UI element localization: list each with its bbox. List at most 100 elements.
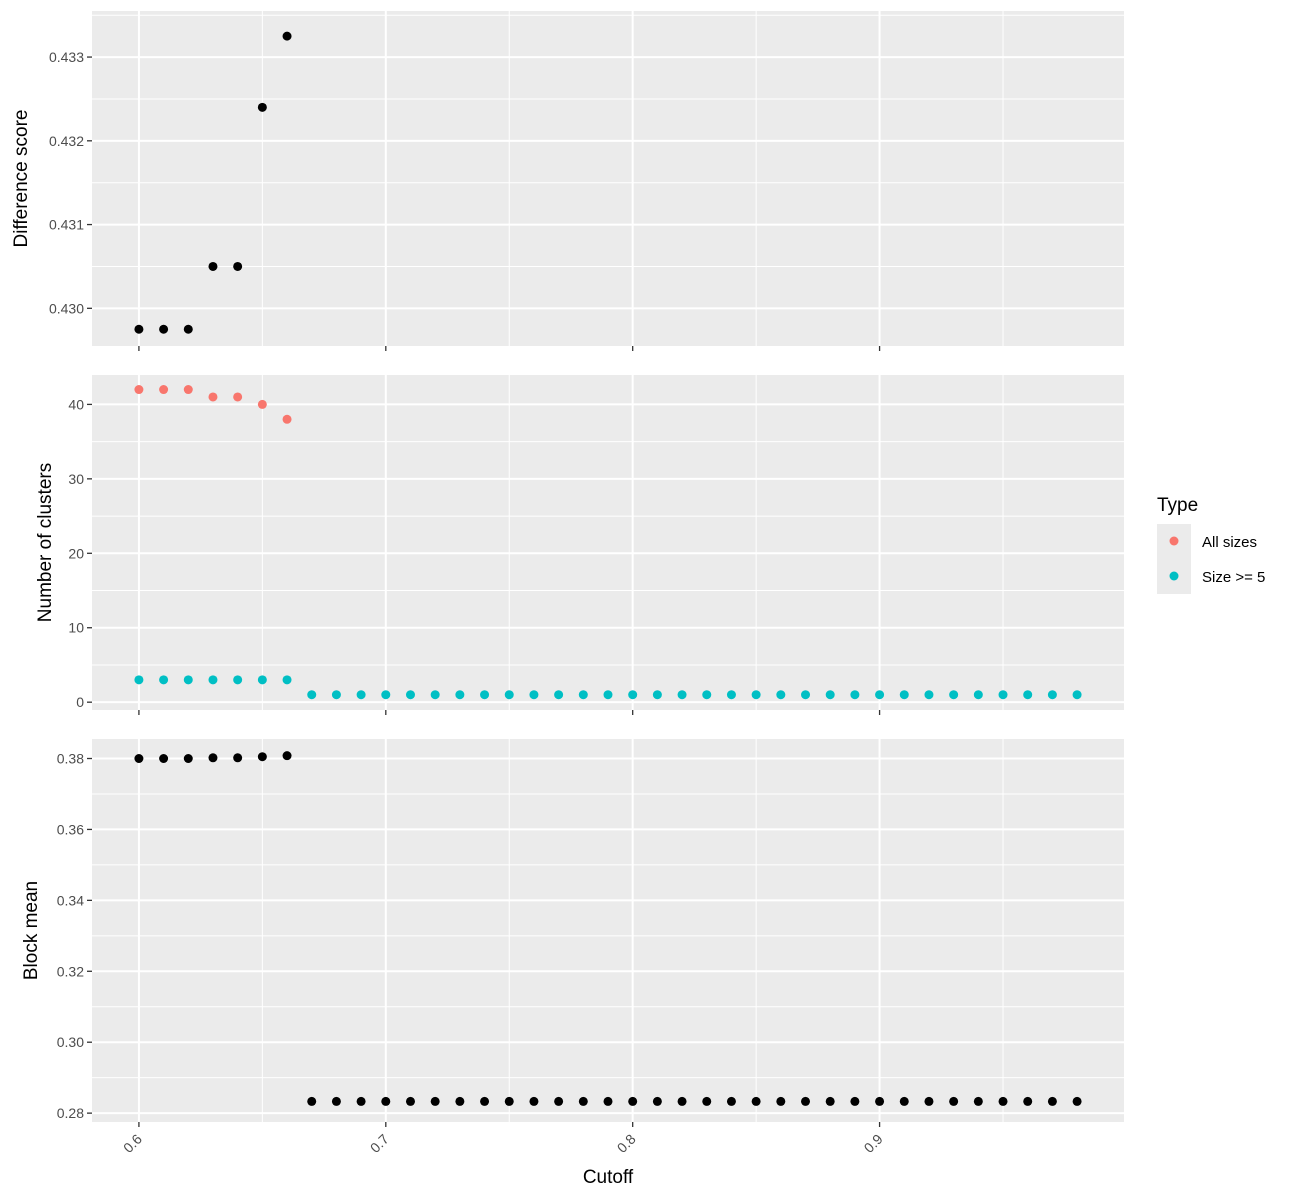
data-point [578, 1096, 588, 1106]
data-point [529, 690, 539, 700]
panel-3: 0.28 0.30 0.32 0.34 0.36 0.38 Block mean [21, 739, 1124, 1127]
x-tick-label: 0.9 [861, 1131, 886, 1156]
data-point [356, 1096, 366, 1106]
data-point [183, 754, 193, 764]
data-point [134, 385, 144, 395]
data-point [652, 1096, 662, 1106]
data-point [257, 752, 267, 762]
data-point [405, 690, 415, 700]
data-point [208, 675, 218, 685]
y-tick-label: 0.433 [49, 49, 84, 65]
data-point [1023, 690, 1033, 700]
panels-layer: 0.430 0.431 0.432 0.433 Difference score 0 10 2… [11, 11, 1124, 1156]
data-point [1047, 690, 1057, 700]
legend-key-point [1169, 571, 1179, 581]
data-point [233, 392, 243, 402]
data-point [233, 261, 243, 271]
data-point [801, 1096, 811, 1106]
series-1 [134, 385, 292, 424]
x-tick-label: 0.6 [120, 1131, 145, 1156]
data-point [480, 1096, 490, 1106]
y-tick-label: 30 [68, 471, 84, 487]
data-point [899, 1096, 909, 1106]
panel-background [92, 375, 1124, 710]
data-point [183, 324, 193, 334]
data-point [1047, 1096, 1057, 1106]
data-point [257, 102, 267, 112]
data-point [578, 690, 588, 700]
data-point [529, 1096, 539, 1106]
data-point [159, 754, 169, 764]
data-point [233, 675, 243, 685]
legend-label: All sizes [1202, 534, 1257, 551]
data-point [628, 690, 638, 700]
y-axis-title: Difference score [11, 110, 32, 248]
series-1 [134, 751, 1082, 1106]
data-point [998, 1096, 1008, 1106]
data-point [208, 392, 218, 402]
data-point [825, 690, 835, 700]
data-point [677, 1096, 687, 1106]
data-point [356, 690, 366, 700]
data-point [282, 414, 292, 424]
panel-background [92, 739, 1124, 1122]
data-point [159, 675, 169, 685]
legend-title: Type [1157, 495, 1198, 516]
data-point [381, 690, 391, 700]
data-point [677, 690, 687, 700]
x-axis-title: Cutoff [583, 1167, 634, 1188]
data-point [924, 690, 934, 700]
data-point [1072, 690, 1082, 700]
data-point [257, 399, 267, 409]
data-point [504, 1096, 514, 1106]
data-point [307, 1096, 317, 1106]
y-tick-label: 0.431 [49, 217, 84, 233]
data-point [134, 754, 144, 764]
legend: Type All sizes Size >= 5 [1157, 495, 1265, 594]
data-point [159, 324, 169, 334]
legend-label: Size >= 5 [1202, 569, 1265, 586]
series-1 [134, 31, 292, 334]
data-point [850, 690, 860, 700]
data-point [282, 31, 292, 41]
data-point [973, 690, 983, 700]
data-point [924, 1096, 934, 1106]
data-point [183, 385, 193, 395]
data-point [381, 1096, 391, 1106]
y-axis-title: Number of clusters [35, 463, 56, 622]
data-point [776, 690, 786, 700]
y-tick-label: 0.30 [57, 1034, 84, 1050]
y-tick-label: 0.32 [57, 963, 84, 979]
data-point [751, 690, 761, 700]
data-point [282, 751, 292, 761]
data-point [159, 385, 169, 395]
data-point [480, 690, 490, 700]
y-tick-label: 0.28 [57, 1105, 84, 1121]
series-2 [134, 675, 1082, 700]
data-point [282, 675, 292, 685]
data-point [554, 1096, 564, 1106]
data-point [405, 1096, 415, 1106]
data-point [257, 675, 267, 685]
y-tick-label: 20 [68, 545, 84, 561]
data-point [603, 1096, 613, 1106]
data-point [455, 1096, 465, 1106]
y-tick-label: 0.36 [57, 821, 84, 837]
data-point [726, 1096, 736, 1106]
data-point [825, 1096, 835, 1106]
y-tick-label: 0 [76, 694, 84, 710]
data-point [134, 675, 144, 685]
legend-key-background [1157, 524, 1191, 594]
data-point [331, 1096, 341, 1106]
legend-entries: All sizes Size >= 5 [1169, 534, 1265, 586]
data-point [455, 690, 465, 700]
y-tick-label: 0.38 [57, 751, 84, 767]
data-point [801, 690, 811, 700]
data-point [998, 690, 1008, 700]
y-tick-label: 0.432 [49, 133, 84, 149]
data-point [331, 690, 341, 700]
data-point [973, 1096, 983, 1106]
data-point [850, 1096, 860, 1106]
legend-key-point [1169, 536, 1179, 546]
data-point [603, 690, 613, 700]
